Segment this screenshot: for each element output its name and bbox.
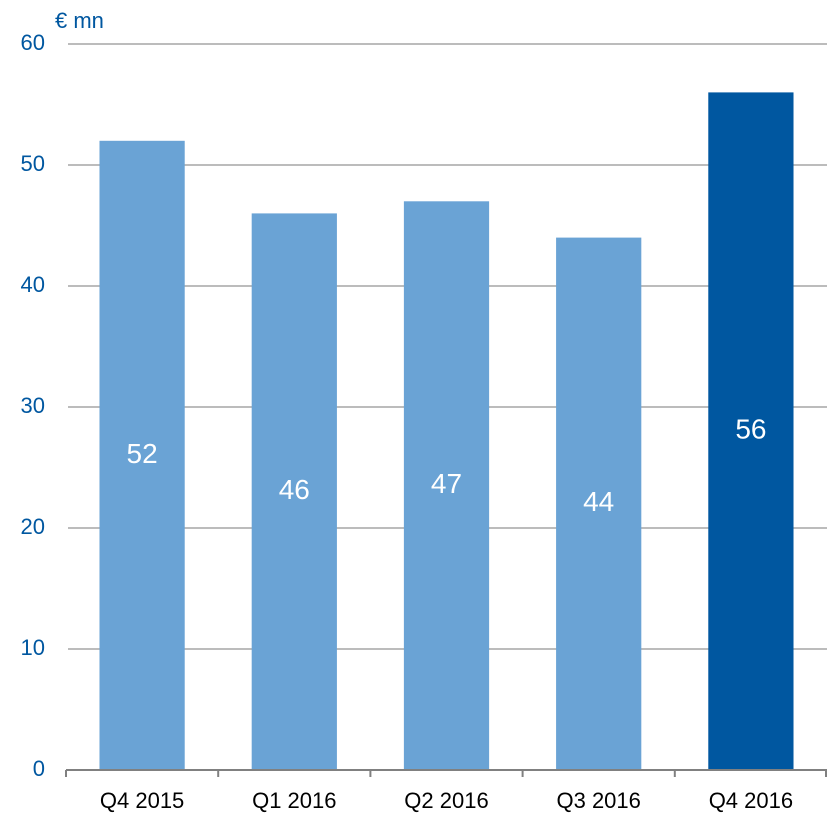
- y-tick-label: 0: [33, 756, 45, 781]
- bar: [99, 140, 185, 771]
- x-tick-label: Q2 2016: [404, 788, 488, 813]
- x-tick-label: Q4 2016: [709, 788, 793, 813]
- y-tick-label: 10: [21, 635, 45, 660]
- y-tick-label: 30: [21, 393, 45, 418]
- value-label: 56: [735, 414, 766, 445]
- bar: [708, 92, 794, 770]
- y-tick-label: 40: [21, 272, 45, 297]
- bar: [403, 201, 490, 771]
- x-tick-label: Q1 2016: [252, 788, 336, 813]
- value-label: 47: [431, 468, 462, 499]
- bar: [251, 213, 337, 770]
- bar: [556, 237, 642, 771]
- value-label: 46: [279, 474, 310, 505]
- y-tick-label: 20: [21, 514, 45, 539]
- x-tick-label: Q3 2016: [556, 788, 640, 813]
- value-label: 52: [127, 438, 158, 469]
- y-tick-label: 60: [21, 30, 45, 55]
- y-axis-unit: € mn: [55, 8, 104, 33]
- value-label: 44: [583, 486, 614, 517]
- y-tick-label: 50: [21, 151, 45, 176]
- x-tick-label: Q4 2015: [100, 788, 184, 813]
